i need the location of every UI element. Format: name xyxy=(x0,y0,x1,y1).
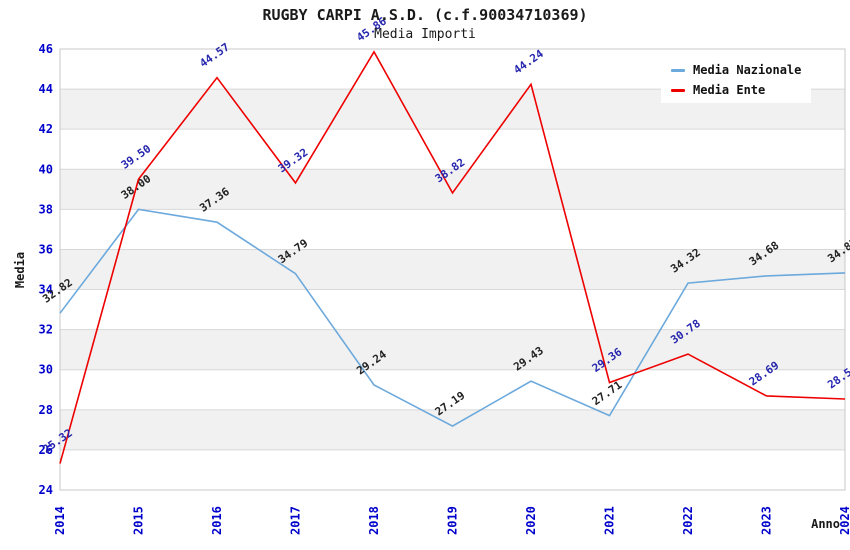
y-tick-label: 36 xyxy=(39,242,53,256)
x-tick-label: 2023 xyxy=(760,506,774,535)
y-tick-label: 46 xyxy=(39,42,53,56)
point-label: 44.24 xyxy=(511,47,546,77)
y-tick-label: 40 xyxy=(39,162,53,176)
y-tick-label: 44 xyxy=(39,82,53,96)
series-line xyxy=(59,50,846,464)
band xyxy=(60,409,845,450)
legend-item-media-nazionale: Media Nazionale xyxy=(661,63,811,77)
x-tick-label: 2020 xyxy=(524,506,538,535)
y-tick-label: 24 xyxy=(39,483,53,497)
band xyxy=(60,329,845,370)
legend-label-media-nazionale: Media Nazionale xyxy=(693,63,802,77)
x-tick-label: 2017 xyxy=(289,506,303,535)
band xyxy=(60,169,845,210)
x-tick-label: 2014 xyxy=(53,506,67,535)
y-tick-label: 28 xyxy=(39,403,53,417)
point-label: 44.57 xyxy=(197,40,232,70)
tick-labels: 24 26 28 30 32 34 36 38 40 42 44 46 2014 2015 2016 2017… xyxy=(39,42,850,535)
point-label: 27.71 xyxy=(590,378,625,408)
legend-item-media-ente: Media Ente xyxy=(661,83,811,97)
y-tick-label: 26 xyxy=(39,443,53,457)
x-tick-label: 2016 xyxy=(210,506,224,535)
series-line xyxy=(59,208,846,427)
x-tick-label: 2021 xyxy=(603,506,617,535)
chart-title: RUGBY CARPI A.S.D. (c.f.90034710369) xyxy=(262,6,588,24)
x-tick-label: 2018 xyxy=(367,506,381,535)
plot-bands xyxy=(60,89,845,450)
x-tick-label: 2015 xyxy=(132,506,146,535)
legend: Media Nazionale Media Ente xyxy=(661,57,811,103)
y-tick-label: 42 xyxy=(39,122,53,136)
x-tick-label: 2022 xyxy=(681,506,695,535)
legend-line-swatch-red xyxy=(671,88,685,92)
y-tick-label: 32 xyxy=(39,323,53,337)
x-tick-label: 2019 xyxy=(446,506,460,535)
y-tick-label: 34 xyxy=(39,283,53,297)
plot-border xyxy=(59,48,846,491)
legend-line-swatch-blue xyxy=(671,68,685,72)
x-axis-title: Anno xyxy=(811,517,840,531)
y-tick-label: 30 xyxy=(39,363,53,377)
band xyxy=(60,249,845,290)
chart-subtitle: Media Importi xyxy=(374,27,476,42)
y-tick-label: 38 xyxy=(39,202,53,216)
y-axis-title: Media xyxy=(13,252,27,288)
x-tick-label: 2024 xyxy=(838,506,850,535)
legend-label-media-ente: Media Ente xyxy=(693,83,766,97)
